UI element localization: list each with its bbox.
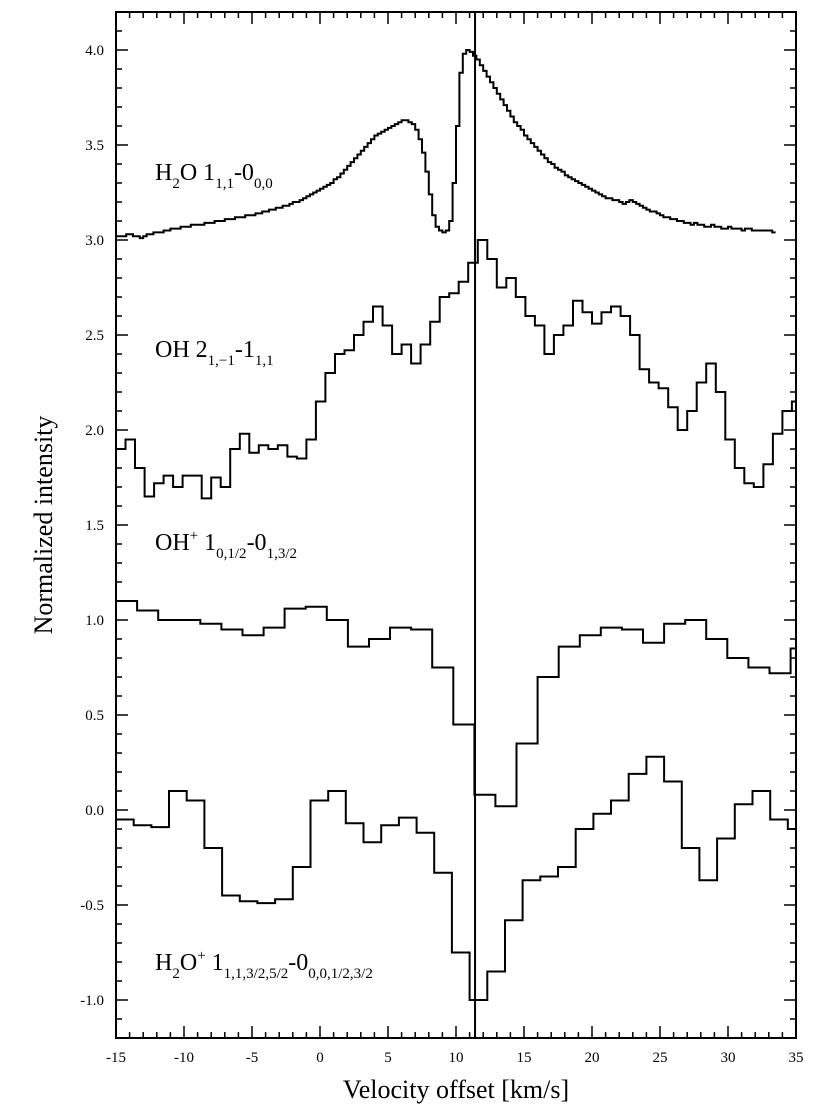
series-label-0: H2O 11,1-00,0 — [155, 160, 273, 192]
y-tick-label: 4.0 — [85, 43, 104, 59]
series-line-2 — [116, 600, 797, 808]
y-tick-label: 1.0 — [85, 613, 104, 629]
series-line-0 — [116, 49, 776, 240]
x-tick-label: -10 — [174, 1050, 194, 1066]
y-tick-label: -1.0 — [80, 993, 104, 1009]
x-tick-label: 25 — [653, 1050, 668, 1066]
x-tick-labels: -15 -10 -5 0 5 10 15 20 25 30 35 — [106, 1050, 804, 1066]
y-tick-label: 3.5 — [85, 138, 104, 154]
series-line-1 — [116, 239, 796, 500]
y-tick-label: 0.0 — [85, 803, 104, 819]
tick-marks — [115, 12, 797, 1038]
y-tick-labels: -1.0 -0.5 0.0 0.5 1.0 1.5 2.0 2.5 3.0 3.5 4.0 — [80, 43, 104, 1009]
x-tick-label: 0 — [316, 1050, 324, 1066]
x-tick-label: -5 — [246, 1050, 259, 1066]
series-label-3: H2O+ 11,1,3/2,5/2-00,0,1/2,3/2 — [155, 948, 373, 982]
x-tick-label: 20 — [585, 1050, 600, 1066]
y-tick-label: 2.5 — [85, 328, 104, 344]
x-tick-label: 35 — [789, 1050, 804, 1066]
y-tick-label: 2.0 — [85, 423, 104, 439]
y-tick-label: 0.5 — [85, 708, 104, 724]
series-label-1: OH 21,−1-11,1 — [155, 337, 274, 369]
series-line-3 — [116, 755, 797, 1001]
y-axis-label: Normalized intensity — [29, 416, 58, 635]
x-tick-label: 30 — [721, 1050, 736, 1066]
y-tick-label: 3.0 — [85, 233, 104, 249]
x-tick-label: 10 — [449, 1050, 464, 1066]
x-axis-label: Velocity offset [km/s] — [343, 1075, 569, 1104]
y-tick-label: -0.5 — [80, 898, 104, 914]
y-tick-label: 1.5 — [85, 518, 104, 534]
series-labels: H2O 11,1-00,0 OH 21,−1-11,1 OH+ 10,1/2-01,… — [155, 160, 373, 982]
spectral-lines — [116, 49, 797, 1001]
x-tick-label: 15 — [517, 1050, 532, 1066]
x-tick-label: -15 — [106, 1050, 126, 1066]
series-label-2: OH+ 10,1/2-01,3/2 — [155, 528, 297, 562]
x-tick-label: 5 — [384, 1050, 392, 1066]
